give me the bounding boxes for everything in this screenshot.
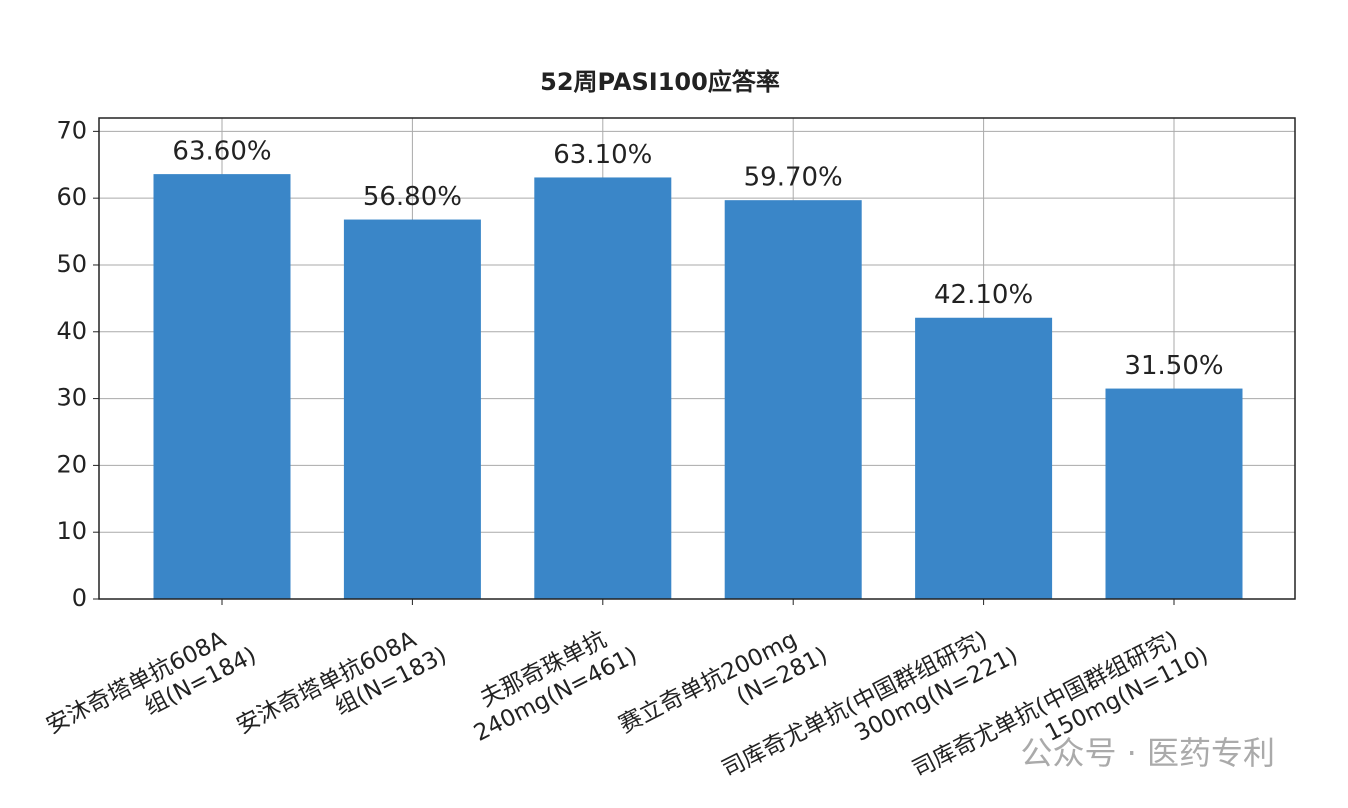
watermark: 公众号 · 医药专利	[1020, 734, 1275, 772]
bar	[534, 177, 672, 599]
y-tick-label: 40	[56, 317, 87, 345]
bar	[343, 219, 481, 600]
chart-title: 52周PASI100应答率	[540, 68, 780, 96]
y-tick-label: 10	[56, 517, 87, 545]
y-tick-label: 20	[56, 450, 87, 478]
value-label: 31.50%	[1124, 351, 1223, 381]
y-tick-label: 0	[72, 584, 87, 612]
y-tick-label: 60	[56, 183, 87, 211]
bar	[1105, 388, 1243, 599]
y-tick-label: 30	[56, 384, 87, 412]
value-label: 56.80%	[363, 182, 462, 212]
x-tick-label: 安沐奇塔单抗608A组(N=183)	[232, 617, 450, 764]
bar	[724, 200, 862, 599]
bar	[915, 317, 1053, 599]
x-tick-label: 安沐奇塔单抗608A组(N=184)	[42, 617, 260, 764]
value-label: 63.60%	[172, 137, 271, 167]
bar	[153, 174, 291, 599]
value-label: 59.70%	[744, 163, 843, 193]
value-label: 42.10%	[934, 280, 1033, 310]
value-label: 63.10%	[553, 140, 652, 170]
x-tick-label: 夫那奇珠单抗240mg(N=461)	[457, 617, 641, 746]
plot-frame	[98, 117, 1296, 600]
y-tick-label: 50	[56, 250, 87, 278]
y-tick-label: 70	[56, 116, 87, 144]
